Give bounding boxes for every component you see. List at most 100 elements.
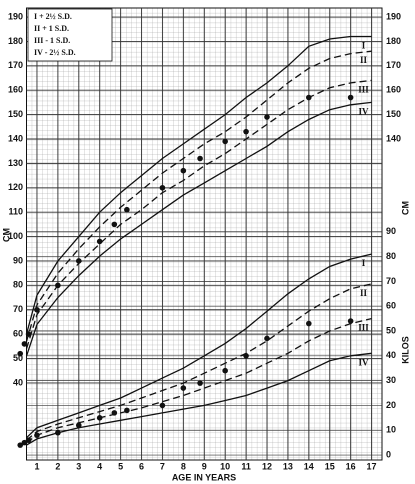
- reference-curve: [25, 35, 372, 335]
- y-tick-label: 170: [8, 60, 23, 70]
- y2-tick-label: 80: [386, 251, 396, 261]
- y-right-tick-label: 140: [386, 133, 401, 143]
- legend-entry: I + 2½ S.D.: [34, 12, 72, 21]
- y-tick-label: 180: [8, 36, 23, 46]
- height-point: [96, 238, 103, 245]
- y-right-tick-label: 190: [386, 11, 401, 21]
- x-tick-label: 12: [262, 461, 272, 471]
- height-point: [222, 138, 228, 145]
- grid: [26, 7, 383, 461]
- x-tick-label: 10: [220, 461, 230, 471]
- x-tick-label: 13: [283, 461, 293, 471]
- y-tick-label: 190: [8, 11, 23, 21]
- y-tick-label: 110: [8, 207, 23, 217]
- y-tick-label: 130: [8, 158, 23, 168]
- reference-curve: [26, 283, 372, 441]
- y-tick-label: 90: [13, 255, 23, 265]
- y-tick-label: 140: [8, 133, 23, 143]
- y-right-tick-label: 180: [386, 36, 401, 46]
- x-tick-label: 4: [97, 461, 102, 471]
- curve-label: II: [360, 55, 368, 65]
- height-point: [180, 167, 187, 174]
- curve-label: IV: [359, 357, 370, 367]
- height-point: [21, 341, 28, 347]
- y-tick-label: 160: [8, 85, 23, 95]
- weight-point: [197, 380, 203, 386]
- reference-curve: [25, 50, 372, 342]
- y-tick-label: 150: [8, 109, 23, 119]
- curve-label: I: [362, 258, 366, 268]
- x-tick-label: 15: [325, 461, 335, 471]
- weight-point: [159, 402, 166, 409]
- weight-point: [25, 437, 32, 443]
- legend-entry: II + 1 S.D.: [34, 24, 69, 33]
- height-point: [347, 94, 354, 101]
- y2-tick-label: 60: [386, 301, 396, 311]
- weight-point: [96, 415, 103, 421]
- reference-curve: [26, 253, 372, 439]
- height-point: [243, 128, 249, 135]
- height-point: [306, 94, 312, 101]
- weight-point: [111, 410, 118, 416]
- curve-label: II: [360, 288, 368, 298]
- x-tick-label: 14: [304, 461, 314, 471]
- y-right-tick-label: 150: [386, 109, 401, 119]
- legend-entry: III - 1 S.D.: [34, 36, 70, 45]
- legend-box: [27, 8, 113, 62]
- x-tick-label: 7: [160, 461, 165, 471]
- height-point: [25, 331, 32, 337]
- y2-tick-label: 20: [386, 400, 396, 410]
- weight-point: [21, 439, 28, 446]
- weight-point: [34, 432, 40, 438]
- y-right-tick-label: 160: [386, 85, 401, 95]
- x-tick-label: 1: [34, 461, 39, 471]
- y2-axis-label: KILOS: [400, 336, 410, 364]
- y-tick-label: 60: [13, 329, 23, 339]
- height-point: [197, 155, 203, 162]
- legend: I + 2½ S.D. II + 1 S.D. III - 1 S.D. IV …: [27, 8, 113, 62]
- weight-point: [222, 367, 228, 374]
- x-tick-label: 2: [55, 461, 60, 471]
- x-tick-label: 8: [181, 461, 186, 471]
- height-point: [75, 258, 82, 264]
- y2-tick-label: 40: [386, 350, 396, 360]
- y-right-axis-label: CM: [400, 201, 410, 215]
- reference-curve: [25, 79, 372, 349]
- curve-label: III: [358, 85, 369, 95]
- x-tick-label: 17: [367, 461, 377, 471]
- height-point: [17, 350, 24, 357]
- weight-point: [17, 442, 24, 448]
- height-point: [124, 206, 130, 213]
- y-axis-label: CM: [1, 228, 11, 242]
- weight-point: [75, 422, 82, 429]
- y-tick-label: 100: [8, 231, 23, 241]
- x-axis-label: AGE IN YEARS: [172, 472, 236, 482]
- x-tick-label: 11: [241, 461, 251, 471]
- weight-point: [306, 320, 312, 327]
- x-tick-label: 5: [118, 461, 123, 471]
- y-tick-label: 50: [13, 353, 23, 363]
- height-point: [264, 114, 270, 120]
- y2-tick-label: 70: [386, 276, 396, 286]
- y2-tick-label: 50: [386, 325, 396, 335]
- x-tick-label: 16: [346, 461, 356, 471]
- y2-tick-label: 90: [386, 226, 396, 236]
- x-tick-label: 6: [139, 461, 144, 471]
- y2-tick-label: 30: [386, 375, 396, 385]
- legend-entry: IV - 2½ S.D.: [34, 48, 76, 57]
- y-right-tick-label: 170: [386, 60, 401, 70]
- weight-point: [180, 385, 187, 391]
- y2-tick-label: 0: [386, 449, 391, 459]
- reference-curve: [26, 352, 372, 446]
- height-point: [55, 282, 61, 289]
- y2-tick-label: 10: [386, 425, 396, 435]
- weight-point: [124, 407, 130, 414]
- y-tick-label: 40: [13, 377, 23, 387]
- height-point: [111, 221, 118, 228]
- curve-label: IV: [359, 106, 370, 116]
- x-tick-label: 9: [202, 461, 207, 471]
- height-point: [34, 306, 40, 313]
- reference-curve: [25, 101, 372, 357]
